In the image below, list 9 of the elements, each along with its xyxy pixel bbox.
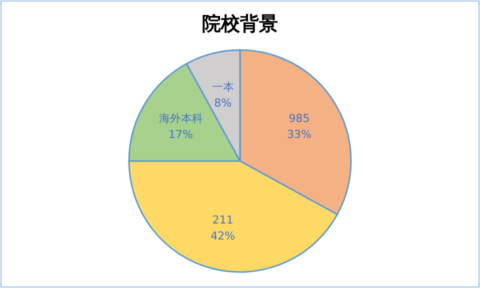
chart-title: 院校背景 [202, 13, 278, 35]
data-label: 33% [287, 128, 312, 141]
slice-label: 一本 [212, 80, 234, 94]
slice-label: 985 [288, 112, 310, 125]
data-label: 42% [210, 230, 236, 243]
data-label: 8% [214, 96, 232, 110]
data-label: 17% [168, 128, 193, 141]
slice-label: 211 [212, 214, 234, 227]
slice-label: 海外本科 [158, 112, 203, 125]
